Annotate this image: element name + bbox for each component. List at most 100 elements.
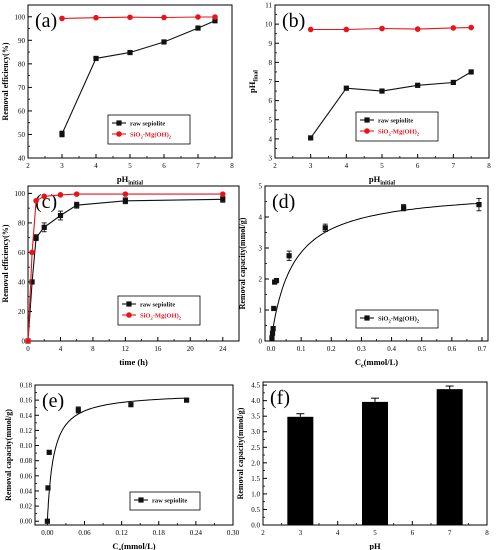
chart-panel-d: 0.0 0.1 0.2 0.3 0.4 0.5 0.6 0.7 0 1 2 3 4 5 (d) Ce(mmol… xyxy=(238,183,489,370)
series-1 xyxy=(308,69,474,141)
x-tick-label: 5 xyxy=(380,162,384,170)
x-tick-label: 4 xyxy=(59,345,63,353)
y-tick-label: 1.0 xyxy=(251,490,260,498)
x-tick-label: 0.4 xyxy=(387,345,396,353)
x-tick-label: 0.1 xyxy=(297,345,306,353)
x-axis-label-part: pH xyxy=(369,174,381,184)
panel-label: (b) xyxy=(282,10,305,32)
y-tick-label: 4 xyxy=(269,135,273,143)
legend-label: raw sepiolite xyxy=(378,118,413,125)
legend-label-part: -Mg(OH) xyxy=(391,316,417,323)
data-point xyxy=(127,49,133,56)
x-axis-label-part: C xyxy=(112,541,118,550)
data-point xyxy=(41,193,48,200)
x-axis-label-part: initial xyxy=(128,181,143,187)
x-tick-label: 0.06 xyxy=(78,529,91,537)
x-axis-label-part: e xyxy=(119,548,122,550)
data-point xyxy=(29,279,35,285)
x-tick-label: 0.12 xyxy=(116,529,129,537)
x-tick-label: 4 xyxy=(345,162,349,170)
data-point xyxy=(468,69,474,75)
y-tick-label: 4.5 xyxy=(251,382,260,390)
legend-label-part: SiO xyxy=(378,316,388,323)
y-tick-label: 5 xyxy=(269,116,273,124)
y-axis-label: Removal efficiency(%) xyxy=(1,224,10,302)
x-axis-label: Ce(mmol/L) xyxy=(112,541,155,550)
legend-box xyxy=(355,111,439,142)
data-point xyxy=(161,14,167,21)
data-point xyxy=(271,305,277,312)
data-point xyxy=(33,235,39,241)
legend-label-part: 2 xyxy=(417,131,420,136)
x-tick-label: 0.5 xyxy=(417,345,426,353)
data-point xyxy=(122,191,129,197)
data-point xyxy=(93,55,99,62)
x-tick-label: 8 xyxy=(485,529,489,537)
x-axis-label-part: (mmol/L) xyxy=(364,357,399,367)
data-point xyxy=(75,407,81,413)
y-tick-label: 0.06 xyxy=(20,472,33,480)
x-tick-label: 2 xyxy=(273,162,277,170)
y-tick-label: 0 xyxy=(22,338,26,346)
x-tick-label: 5 xyxy=(373,529,377,537)
data-point xyxy=(33,197,39,204)
x-tick-label: 0.00 xyxy=(41,529,54,537)
legend-box xyxy=(129,491,201,511)
data-point xyxy=(195,14,201,20)
x-tick-label: 6 xyxy=(411,529,415,537)
y-tick-label: 4 xyxy=(259,214,263,222)
y-tick-label: 4.0 xyxy=(251,397,260,405)
y-tick-label: 1.5 xyxy=(251,475,260,483)
panel-label: (d) xyxy=(272,191,295,213)
legend-marker xyxy=(364,117,370,123)
x-axis-label: pH xyxy=(369,541,381,550)
y-axis-label: Removal capacity(mmol/g) xyxy=(4,409,13,501)
data-point xyxy=(269,335,275,341)
y-tick-label: 5 xyxy=(259,183,263,191)
data-point xyxy=(57,192,64,198)
legend-label: SiO2-Mg(OH)2 xyxy=(378,129,420,137)
plot-frame xyxy=(27,185,240,342)
legend-label-part: 2 xyxy=(417,318,420,323)
legend-label-part: raw sepiolite xyxy=(152,498,187,505)
legend-label: raw sepiolite xyxy=(140,302,175,309)
data-point xyxy=(322,225,328,231)
y-tick-label: 60 xyxy=(18,249,26,257)
y-tick-label: 0.16 xyxy=(20,397,33,405)
legend-label-part: -Mg(OH) xyxy=(143,132,169,139)
x-tick-label: 0.0 xyxy=(267,345,276,353)
x-tick-label: 12 xyxy=(122,345,130,353)
y-tick-label: 0.0 xyxy=(251,522,260,530)
legend-label-part: 2 xyxy=(150,315,153,320)
chart-panel-e: 0.00 0.06 0.12 0.18 0.24 0.30 0.00 0.02 0.04 0.06… xyxy=(4,382,240,550)
x-tick-label: 8 xyxy=(230,162,234,170)
x-axis-label-part: e xyxy=(361,364,364,370)
legend-label: SiO2-Mg(OH)2 xyxy=(378,316,420,324)
y-tick-label: 3.0 xyxy=(251,428,260,436)
bar xyxy=(436,389,463,525)
y-tick-label: 0.04 xyxy=(20,487,33,495)
data-point xyxy=(161,39,167,45)
y-tick-label: 90 xyxy=(18,37,26,45)
fit-curve xyxy=(270,202,480,342)
x-axis-label: Ce(mmol/L) xyxy=(355,357,398,370)
x-tick-label: 20 xyxy=(187,345,195,353)
x-tick-label: 0.18 xyxy=(153,529,166,537)
series-line xyxy=(310,71,472,139)
series-line xyxy=(61,20,216,135)
data-point xyxy=(379,25,385,32)
data-point xyxy=(29,249,35,256)
legend-marker xyxy=(138,497,144,503)
data-point xyxy=(269,330,276,336)
y-tick-label: 11 xyxy=(265,2,272,10)
y-axis-label-part: pH xyxy=(247,81,257,93)
data-point xyxy=(212,14,218,20)
y-axis-label: Removal efficiency(%) xyxy=(1,42,10,120)
data-point xyxy=(74,202,80,208)
x-tick-label: 24 xyxy=(219,345,227,353)
y-tick-label: 8 xyxy=(269,59,273,67)
legend-label-part: 2 xyxy=(140,134,143,139)
y-tick-label: 60 xyxy=(18,107,26,115)
y-tick-label: 2.0 xyxy=(251,459,260,467)
bar xyxy=(362,401,388,525)
